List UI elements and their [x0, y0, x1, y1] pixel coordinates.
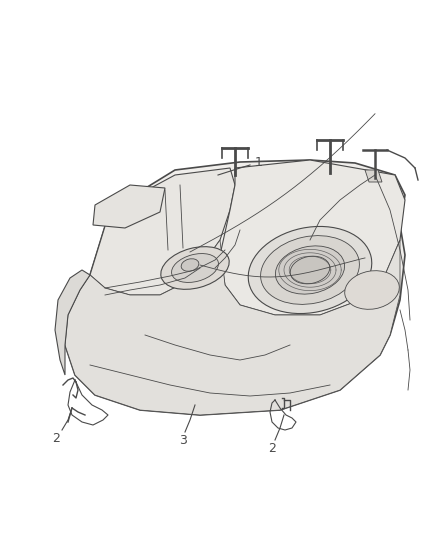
Polygon shape: [220, 160, 405, 315]
Ellipse shape: [276, 246, 345, 294]
Ellipse shape: [261, 236, 360, 304]
Text: 3: 3: [179, 433, 187, 447]
Ellipse shape: [161, 247, 229, 289]
Polygon shape: [93, 185, 165, 228]
Polygon shape: [90, 168, 235, 295]
Ellipse shape: [172, 254, 219, 282]
Text: 2: 2: [52, 432, 60, 445]
Polygon shape: [65, 160, 405, 415]
Ellipse shape: [248, 227, 372, 313]
Polygon shape: [365, 170, 382, 182]
Ellipse shape: [345, 271, 399, 309]
Text: 2: 2: [268, 441, 276, 455]
Polygon shape: [55, 270, 90, 375]
Ellipse shape: [181, 259, 199, 271]
Polygon shape: [65, 240, 400, 415]
Text: 1: 1: [255, 157, 263, 169]
Ellipse shape: [290, 256, 330, 284]
